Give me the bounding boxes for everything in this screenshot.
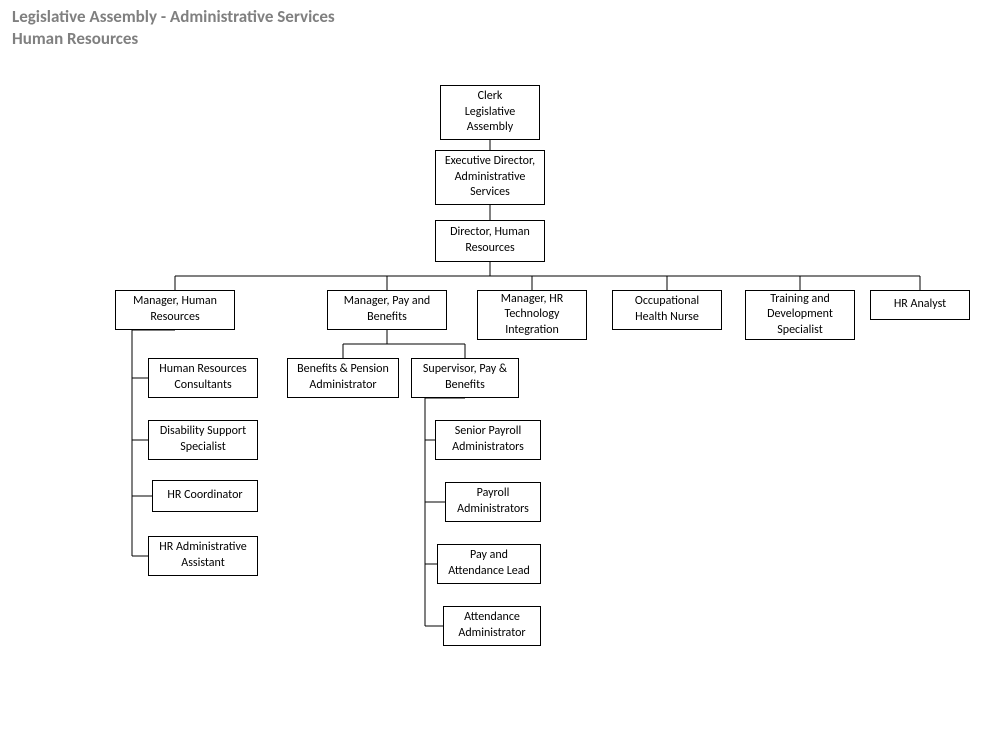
org-node-label: Senior Payroll bbox=[455, 424, 522, 440]
org-node-director-hr: Director, HumanResources bbox=[435, 220, 545, 262]
org-node-label: Manager, Human bbox=[133, 294, 217, 310]
org-node-label: Administrators bbox=[457, 502, 529, 518]
org-node-label: Integration bbox=[505, 323, 559, 339]
org-node-label: Attendance bbox=[464, 610, 520, 626]
org-node-hr-coordinator: HR Coordinator bbox=[152, 480, 258, 512]
org-node-benefits-pension: Benefits & PensionAdministrator bbox=[287, 358, 399, 398]
org-node-training-specialist: Training andDevelopmentSpecialist bbox=[745, 290, 855, 340]
org-node-attendance-admin: AttendanceAdministrator bbox=[443, 606, 541, 646]
org-node-label: Health Nurse bbox=[635, 310, 699, 326]
org-node-senior-payroll: Senior PayrollAdministrators bbox=[435, 420, 541, 460]
org-node-exec-director: Executive Director,AdministrativeService… bbox=[435, 150, 545, 205]
org-node-payroll-admin: PayrollAdministrators bbox=[445, 482, 541, 522]
org-node-label: Pay and bbox=[470, 548, 508, 564]
org-node-clerk: ClerkLegislativeAssembly bbox=[440, 85, 540, 140]
org-node-label: Specialist bbox=[777, 323, 822, 339]
org-node-label: Administrator bbox=[458, 626, 525, 642]
org-node-label: Payroll bbox=[477, 486, 510, 502]
org-node-label: HR Analyst bbox=[894, 297, 946, 313]
org-node-label: Executive Director, bbox=[445, 154, 535, 170]
org-node-manager-pay-benefits: Manager, Pay andBenefits bbox=[327, 290, 447, 330]
org-node-label: Technology bbox=[505, 307, 560, 323]
org-node-label: Consultants bbox=[174, 378, 231, 394]
org-node-label: Occupational bbox=[635, 294, 699, 310]
org-node-disability-support: Disability SupportSpecialist bbox=[148, 420, 258, 460]
org-node-label: Human Resources bbox=[159, 362, 246, 378]
org-node-label: Benefits bbox=[445, 378, 485, 394]
org-node-hr-consultants: Human ResourcesConsultants bbox=[148, 358, 258, 398]
org-node-label: Benefits & Pension bbox=[297, 362, 389, 378]
org-node-label: Administrators bbox=[452, 440, 524, 456]
org-node-label: Resources bbox=[465, 241, 514, 257]
page-title-2: Human Resources bbox=[12, 28, 138, 49]
org-node-label: Benefits bbox=[367, 310, 407, 326]
org-node-label: HR Administrative bbox=[159, 540, 246, 556]
org-node-label: Supervisor, Pay & bbox=[423, 362, 507, 378]
org-node-label: Manager, Pay and bbox=[344, 294, 430, 310]
org-node-label: Disability Support bbox=[160, 424, 246, 440]
org-node-label: Specialist bbox=[180, 440, 225, 456]
org-node-label: Administrative bbox=[455, 170, 526, 186]
org-node-label: Manager, HR bbox=[501, 292, 563, 308]
org-node-label: Resources bbox=[150, 310, 199, 326]
org-node-label: Assembly bbox=[467, 120, 513, 136]
org-node-label: Administrator bbox=[309, 378, 376, 394]
org-node-label: Legislative bbox=[465, 105, 515, 121]
org-node-label: HR Coordinator bbox=[167, 488, 242, 504]
org-node-label: Director, Human bbox=[450, 225, 530, 241]
org-node-manager-tech: Manager, HRTechnologyIntegration bbox=[477, 290, 587, 340]
org-node-label: Assistant bbox=[181, 556, 224, 572]
org-node-label: Training and bbox=[770, 292, 830, 308]
org-node-label: Clerk bbox=[478, 89, 503, 105]
org-node-hr-admin-assistant: HR AdministrativeAssistant bbox=[148, 536, 258, 576]
org-node-manager-hr: Manager, HumanResources bbox=[115, 290, 235, 330]
org-node-label: Services bbox=[470, 185, 510, 201]
org-node-supervisor-pay: Supervisor, Pay &Benefits bbox=[411, 358, 519, 398]
org-node-hr-analyst: HR Analyst bbox=[870, 290, 970, 320]
org-node-occupational-nurse: OccupationalHealth Nurse bbox=[612, 290, 722, 330]
org-node-pay-attendance-lead: Pay andAttendance Lead bbox=[437, 544, 541, 584]
org-node-label: Development bbox=[767, 307, 833, 323]
org-node-label: Attendance Lead bbox=[448, 564, 530, 580]
page-title-1: Legislative Assembly - Administrative Se… bbox=[12, 6, 335, 27]
